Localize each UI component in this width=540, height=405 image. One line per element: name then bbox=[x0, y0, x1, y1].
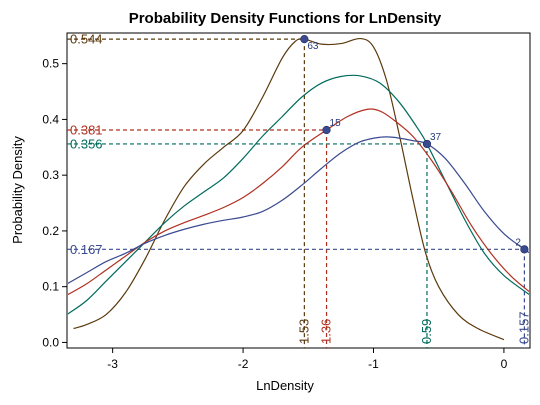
x-tick-label: -2 bbox=[238, 357, 249, 371]
ref-x-label-15: 1.36 bbox=[319, 319, 334, 344]
plot-frame bbox=[66, 32, 531, 349]
y-tick-label: 0.4 bbox=[42, 112, 59, 126]
ref-y-label-37: 0.356 bbox=[70, 136, 103, 151]
x-tick-label: 0 bbox=[501, 357, 508, 371]
observation-label-2: 2 bbox=[515, 237, 521, 248]
chart-title: Probability Density Functions for LnDens… bbox=[129, 10, 442, 27]
y-tick-label: 0.0 bbox=[42, 335, 59, 349]
y-tick-label: 0.3 bbox=[42, 168, 59, 182]
y-tick-label: 0.5 bbox=[42, 57, 59, 71]
observation-label-15: 15 bbox=[330, 118, 342, 129]
x-tick-label: -3 bbox=[107, 357, 118, 371]
ref-x-label-37: 0.59 bbox=[419, 319, 434, 344]
y-tick-label: 0.2 bbox=[42, 224, 59, 238]
ref-x-label-63: 1.53 bbox=[296, 319, 311, 344]
observation-label-63: 63 bbox=[307, 41, 319, 52]
density-curve-1 bbox=[73, 37, 505, 341]
observation-marker-2 bbox=[520, 245, 529, 254]
y-tick-label: 0.1 bbox=[42, 280, 59, 294]
y-axis-label: Probability Density bbox=[10, 136, 25, 244]
ref-y-label-63: 0.544 bbox=[70, 32, 103, 47]
density-curve-2 bbox=[68, 74, 529, 315]
observation-marker-63 bbox=[300, 35, 309, 44]
ref-x-label-2: 0.157 bbox=[516, 311, 531, 344]
observation-label-37: 37 bbox=[430, 132, 442, 143]
density-curve-3 bbox=[68, 108, 529, 296]
x-tick-label: -1 bbox=[368, 357, 379, 371]
density-curve-4 bbox=[68, 136, 529, 285]
observation-marker-37 bbox=[422, 139, 432, 149]
observation-marker-15 bbox=[322, 125, 331, 135]
x-axis-label: LnDensity bbox=[256, 378, 314, 393]
plot-area: -3 -2 -1 0 0.0 0.1 0.2 0.3 0.4 0.5 0.544 1.53 63 0.38… bbox=[42, 32, 531, 371]
ref-y-label-15: 0.381 bbox=[70, 123, 103, 138]
ref-y-label-2: 0.167 bbox=[70, 242, 103, 257]
